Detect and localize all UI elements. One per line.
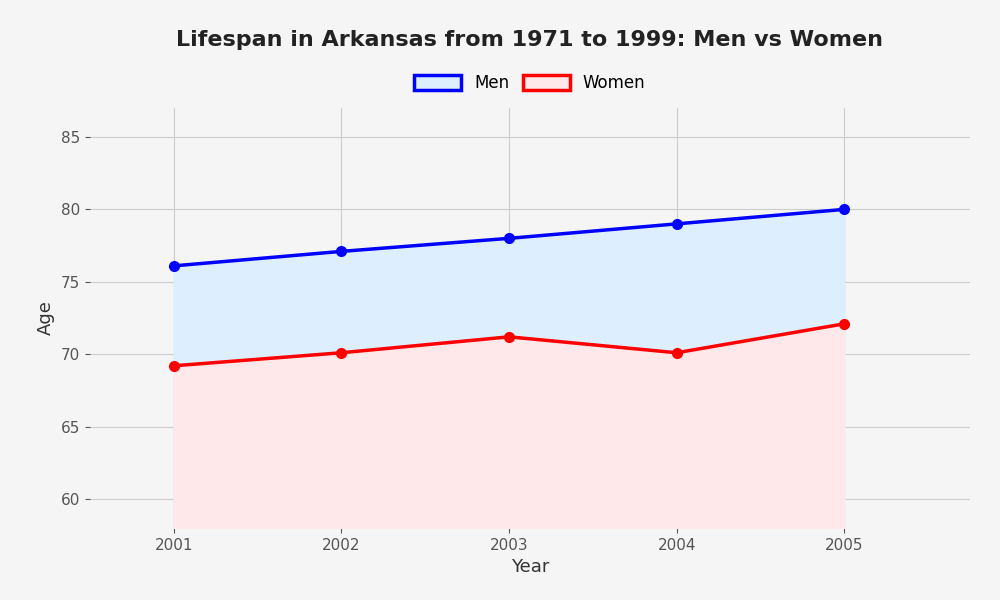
Legend: Men, Women: Men, Women [414,74,646,92]
Y-axis label: Age: Age [37,301,55,335]
Title: Lifespan in Arkansas from 1971 to 1999: Men vs Women: Lifespan in Arkansas from 1971 to 1999: … [176,29,884,49]
X-axis label: Year: Year [511,558,549,576]
